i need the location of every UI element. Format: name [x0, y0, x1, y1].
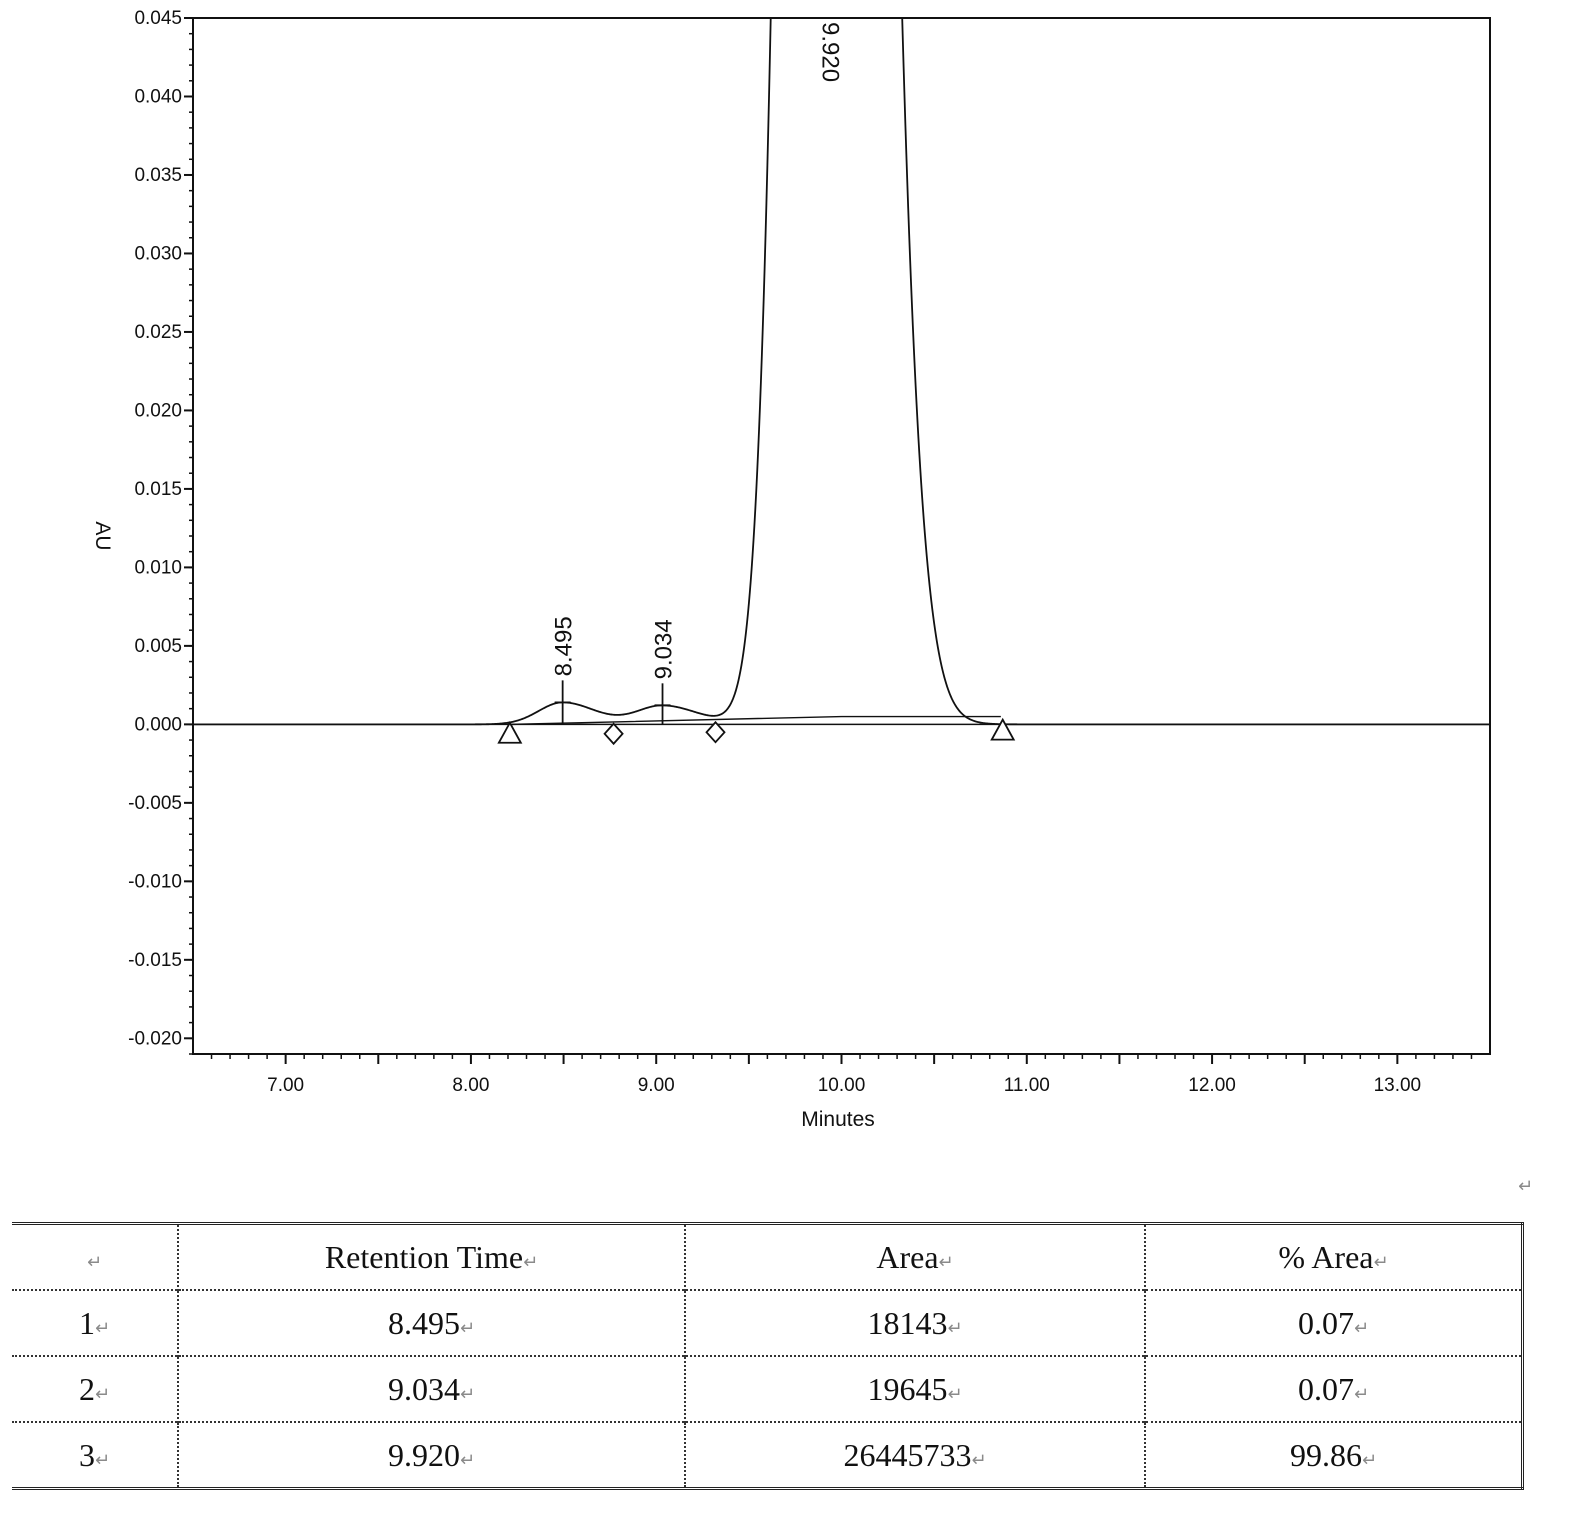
y-tick-label: 0.000 [134, 714, 182, 735]
y-tick-label: 0.005 [134, 636, 182, 657]
table-row: 2↵ 9.034↵ 19645↵ 0.07↵ [12, 1355, 1523, 1422]
y-axis-label: AU [91, 521, 114, 550]
row-percent-area: 0.07↵ [1144, 1355, 1523, 1422]
y-tick-label: 0.020 [134, 400, 182, 421]
row-retention-time: 9.920↵ [177, 1421, 685, 1489]
x-tick-label: 11.00 [1004, 1075, 1050, 1096]
y-tick-label: 0.045 [134, 8, 182, 29]
results-table: ↵ Retention Time↵ Area↵ % Area↵ 1↵ 8.495… [12, 1222, 1524, 1490]
y-tick-label: 0.035 [134, 165, 182, 186]
y-tick-label: 0.040 [134, 86, 182, 107]
y-tick-label: 0.030 [134, 243, 182, 264]
x-tick-label: 9.00 [638, 1075, 675, 1096]
results-table-wrap: ↵ Retention Time↵ Area↵ % Area↵ 1↵ 8.495… [12, 1222, 1534, 1490]
y-tick-label: -0.015 [128, 950, 182, 971]
row-index: 3↵ [12, 1421, 178, 1489]
row-index: 1↵ [12, 1289, 178, 1356]
row-index: 2↵ [12, 1355, 178, 1422]
integration-baseline [511, 715, 1001, 726]
x-tick-label: 13.00 [1374, 1075, 1422, 1096]
row-percent-area: 99.86↵ [1144, 1421, 1523, 1489]
chromatogram-chart: 0.045 0.040 0.035 0.030 0.025 0.020 0.015 0.010… [91, 8, 1491, 1131]
plot-frame [192, 17, 1491, 1055]
x-axis-ticks: 7.00 8.00 9.00 10.00 11.00 12.00 13.00 [210, 1054, 1473, 1096]
plot-content: 8.495 9.034 9.920 [193, 18, 1490, 746]
x-axis-label: Minutes [801, 1108, 875, 1131]
y-tick-label: 0.010 [134, 557, 182, 578]
series-line [193, 18, 1490, 726]
header-index: ↵ [86, 1251, 103, 1273]
table-header-row: ↵ Retention Time↵ Area↵ % Area↵ [12, 1223, 1523, 1290]
header-percent-area: % Area↵ [1144, 1223, 1523, 1290]
valley-marker [603, 722, 624, 746]
x-tick-label: 8.00 [452, 1075, 489, 1096]
peak-label: 9.034 [651, 619, 678, 679]
y-tick-label: -0.010 [128, 871, 182, 892]
y-tick-label: -0.005 [128, 793, 182, 814]
valley-marker [705, 720, 726, 744]
row-retention-time: 8.495↵ [177, 1289, 685, 1356]
table-row: 3↵ 9.920↵ 26445733↵ 99.86↵ [12, 1421, 1523, 1489]
y-axis-ticks: 0.045 0.040 0.035 0.030 0.025 0.020 0.015 0.010… [128, 8, 193, 1055]
row-area: 19645↵ [684, 1355, 1145, 1422]
y-tick-label: 0.025 [134, 322, 182, 343]
header-area: Area↵ [684, 1223, 1145, 1290]
row-retention-time: 9.034↵ [177, 1355, 685, 1422]
y-tick-label: 0.015 [134, 479, 182, 500]
x-tick-label: 7.00 [267, 1075, 304, 1096]
header-retention-time: Retention Time↵ [177, 1223, 685, 1290]
peak-label: 8.495 [551, 616, 578, 676]
paragraph-mark: ↵ [1518, 1176, 1534, 1197]
row-area: 26445733↵ [684, 1421, 1145, 1489]
baseline-start-marker [497, 720, 523, 744]
x-tick-label: 10.00 [818, 1075, 866, 1096]
table-row: 1↵ 8.495↵ 18143↵ 0.07↵ [12, 1289, 1523, 1356]
row-percent-area: 0.07↵ [1144, 1289, 1523, 1356]
y-tick-label: -0.020 [128, 1028, 182, 1049]
row-area: 18143↵ [684, 1289, 1145, 1356]
peak-label: 9.920 [817, 22, 844, 82]
baseline-start-marker [990, 717, 1016, 741]
x-tick-label: 12.00 [1188, 1075, 1236, 1096]
